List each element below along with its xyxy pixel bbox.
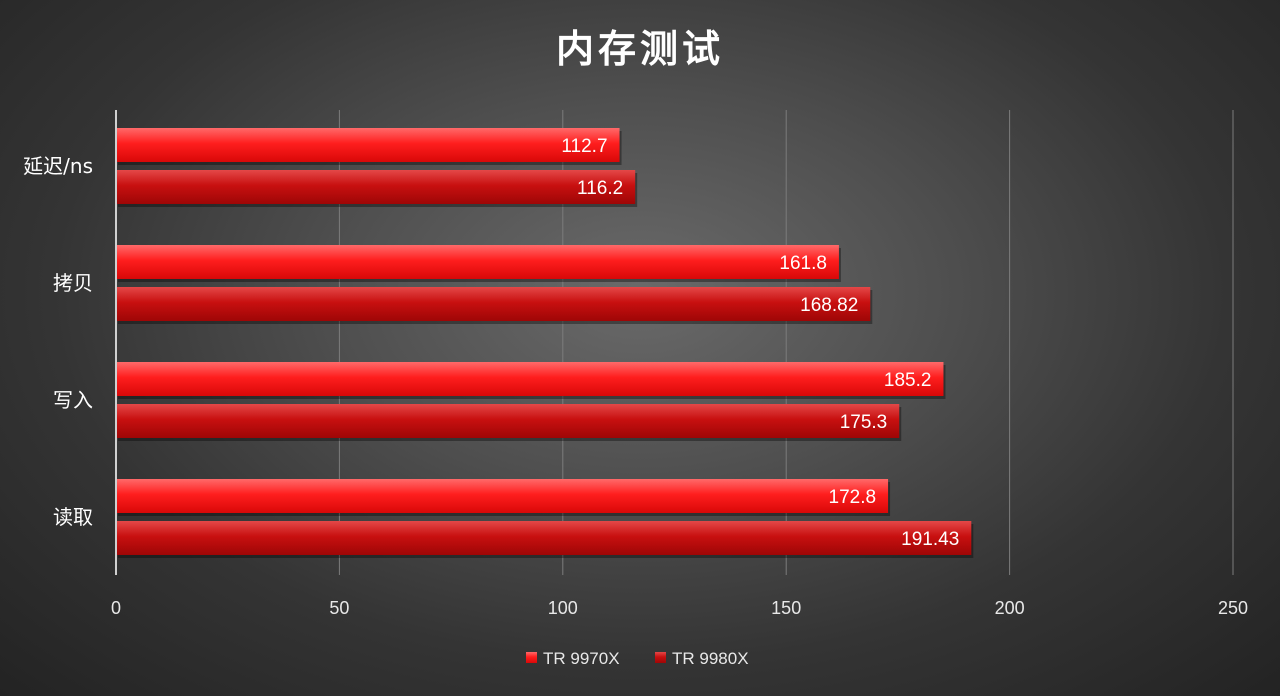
bar-tr-9980x [116,521,972,555]
bar-value-label: 191.43 [901,529,959,550]
bars [116,128,974,558]
data-labels: 112.7 116.2 161.8 168.82 185.2 175.3 172.8 191.… [561,136,959,550]
bar-value-label: 172.8 [829,487,877,508]
bar-value-label: 116.2 [577,178,623,199]
x-tick-label: 150 [771,598,801,618]
bar-value-label: 112.7 [561,136,607,157]
chart-title: 内存测试 [556,27,724,71]
legend-label-tr-9970x: TR 9970X [543,649,620,668]
bar-tr-9970x [116,362,944,396]
x-tick-label: 200 [995,598,1025,618]
category-label: 延迟/ns [23,154,93,178]
x-tick-label: 100 [548,598,578,618]
bar-tr-9970x [116,479,889,513]
x-tick-label: 50 [329,598,349,618]
legend: TR 9970X TR 9980X [526,649,749,668]
bar-tr-9980x [116,170,636,204]
bar-tr-9970x [116,245,839,279]
category-label: 写入 [53,388,93,412]
bar-value-label: 161.8 [779,253,827,274]
category-label: 读取 [53,505,93,529]
bar-value-label: 168.82 [800,295,858,316]
bar-tr-9970x [116,128,620,162]
x-tick-labels: 0 50 100 150 200 250 [111,598,1248,618]
legend-label-tr-9980x: TR 9980X [672,649,749,668]
legend-swatch-tr-9970x [526,652,537,663]
x-tick-label: 0 [111,598,121,618]
bar-tr-9980x [116,287,871,321]
bar-value-label: 185.2 [884,370,932,391]
bar-tr-9980x [116,404,900,438]
category-label: 拷贝 [53,271,93,295]
legend-swatch-tr-9980x [655,652,666,663]
bar-value-label: 175.3 [840,412,888,433]
x-tick-label: 250 [1218,598,1248,618]
